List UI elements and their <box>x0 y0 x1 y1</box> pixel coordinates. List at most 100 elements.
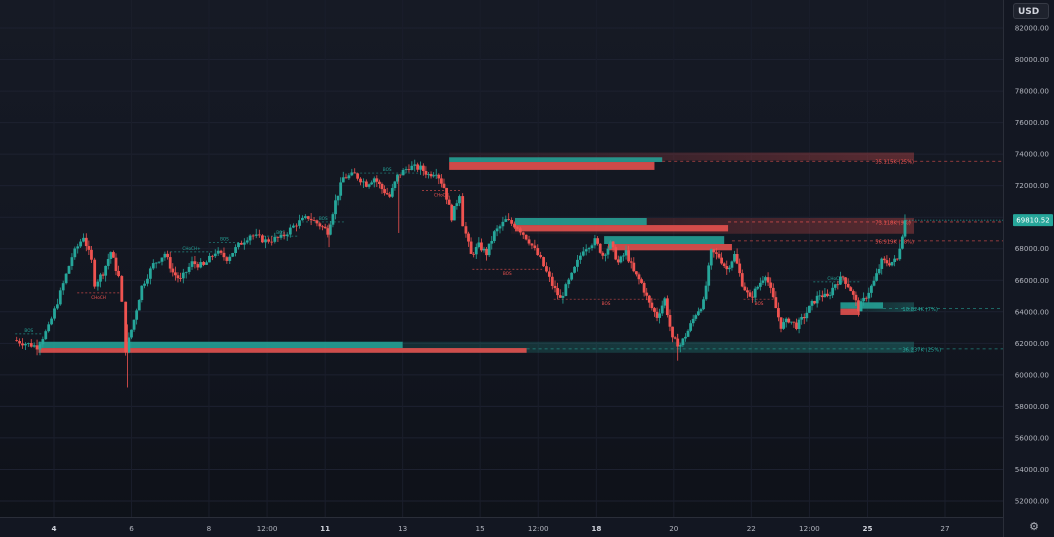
bearish-candle[interactable] <box>614 244 618 261</box>
bullish-candle[interactable] <box>79 238 83 248</box>
bearish-candle[interactable] <box>450 203 454 223</box>
bearish-order-block[interactable] <box>840 308 860 315</box>
bearish-order-block[interactable] <box>514 225 729 232</box>
bearish-candle[interactable] <box>627 245 631 264</box>
bearish-order-block[interactable] <box>449 152 915 161</box>
bearish-candle[interactable] <box>851 289 855 300</box>
bullish-candle[interactable] <box>58 287 62 306</box>
bullish-candle[interactable] <box>487 243 491 258</box>
bearish-candle[interactable] <box>464 221 468 238</box>
bullish-candle[interactable] <box>303 214 307 220</box>
bearish-candle[interactable] <box>787 317 791 324</box>
bullish-candle[interactable] <box>828 291 832 300</box>
bearish-candle[interactable] <box>539 251 543 259</box>
bullish-order-block[interactable] <box>604 236 725 245</box>
bullish-candle[interactable] <box>458 194 461 207</box>
bullish-candle[interactable] <box>699 307 703 313</box>
bearish-candle[interactable] <box>725 260 729 275</box>
bearish-candle[interactable] <box>124 301 128 356</box>
bearish-candle[interactable] <box>306 215 310 222</box>
bullish-candle[interactable] <box>833 283 837 291</box>
bullish-candle[interactable] <box>53 306 56 321</box>
bearish-candle[interactable] <box>445 187 448 205</box>
bullish-candle[interactable] <box>279 230 283 240</box>
bearish-candle[interactable] <box>826 289 829 298</box>
bullish-candle[interactable] <box>38 341 42 356</box>
bearish-candle[interactable] <box>378 179 381 189</box>
bullish-candle[interactable] <box>452 205 456 221</box>
bullish-candle[interactable] <box>44 329 48 341</box>
bearish-candle[interactable] <box>114 253 118 276</box>
bearish-candle[interactable] <box>553 280 557 293</box>
bearish-candle[interactable] <box>318 221 322 230</box>
bullish-candle[interactable] <box>564 282 568 297</box>
bullish-candle[interactable] <box>64 272 68 285</box>
bearish-candle[interactable] <box>671 326 674 343</box>
bullish-candle[interactable] <box>372 176 376 188</box>
bullish-candle[interactable] <box>702 296 705 311</box>
bearish-candle[interactable] <box>21 338 24 349</box>
bearish-candle[interactable] <box>421 163 425 176</box>
bearish-candle[interactable] <box>665 295 669 318</box>
bearish-candle[interactable] <box>717 250 721 259</box>
bearish-candle[interactable] <box>598 243 602 254</box>
bearish-candle[interactable] <box>616 255 620 265</box>
bearish-candle[interactable] <box>120 275 124 302</box>
bearish-candle[interactable] <box>550 272 554 290</box>
bearish-candle[interactable] <box>267 237 271 244</box>
bullish-candle[interactable] <box>163 251 167 261</box>
bullish-candle[interactable] <box>127 332 131 354</box>
bullish-candle[interactable] <box>199 258 203 269</box>
bullish-candle[interactable] <box>867 287 871 303</box>
bearish-candle[interactable] <box>312 216 316 221</box>
bearish-candle[interactable] <box>637 272 641 285</box>
bullish-candle[interactable] <box>808 305 811 313</box>
bullish-candle[interactable] <box>82 233 85 243</box>
bearish-order-block[interactable] <box>607 244 732 251</box>
bearish-candle[interactable] <box>738 258 742 277</box>
bullish-candle[interactable] <box>26 342 30 347</box>
bearish-candle[interactable] <box>35 339 39 356</box>
bullish-candle[interactable] <box>410 161 414 171</box>
bullish-candle[interactable] <box>727 265 731 273</box>
bullish-candle[interactable] <box>148 266 152 285</box>
bearish-candle[interactable] <box>844 276 847 289</box>
bullish-candle[interactable] <box>501 216 505 231</box>
bearish-candle[interactable] <box>647 294 651 308</box>
bullish-candle[interactable] <box>55 298 59 310</box>
bullish-candle[interactable] <box>800 313 804 325</box>
bearish-candle[interactable] <box>751 291 754 303</box>
gear-icon[interactable]: ⚙ <box>1029 520 1039 533</box>
bearish-candle[interactable] <box>380 182 384 194</box>
bullish-candle[interactable] <box>190 256 194 270</box>
bullish-candle[interactable] <box>593 234 597 249</box>
bearish-candle[interactable] <box>542 256 545 267</box>
bearish-candle[interactable] <box>112 250 115 258</box>
bullish-candle[interactable] <box>32 342 36 348</box>
bullish-candle[interactable] <box>694 313 698 322</box>
bearish-candle[interactable] <box>518 226 522 236</box>
bullish-candle[interactable] <box>285 232 289 241</box>
bullish-candle[interactable] <box>160 257 164 266</box>
bullish-candle[interactable] <box>334 194 337 220</box>
bearish-candle[interactable] <box>472 251 476 258</box>
bearish-candle[interactable] <box>295 223 298 232</box>
bullish-candle[interactable] <box>130 329 133 340</box>
bullish-candle[interactable] <box>41 336 45 348</box>
bullish-candle[interactable] <box>301 215 304 221</box>
bullish-candle[interactable] <box>298 214 301 229</box>
bearish-candle[interactable] <box>629 257 633 269</box>
bullish-candle[interactable] <box>490 236 494 250</box>
bearish-candle[interactable] <box>315 219 319 227</box>
bullish-candle[interactable] <box>797 317 801 334</box>
bearish-candle[interactable] <box>469 237 473 255</box>
bullish-candle[interactable] <box>336 195 340 206</box>
bullish-candle[interactable] <box>24 342 27 351</box>
bearish-candle[interactable] <box>895 258 899 261</box>
bullish-candle[interactable] <box>474 243 478 259</box>
bullish-candle[interactable] <box>691 314 695 327</box>
bearish-candle[interactable] <box>87 240 91 255</box>
bullish-candle[interactable] <box>756 285 760 290</box>
bullish-candle[interactable] <box>61 280 65 295</box>
